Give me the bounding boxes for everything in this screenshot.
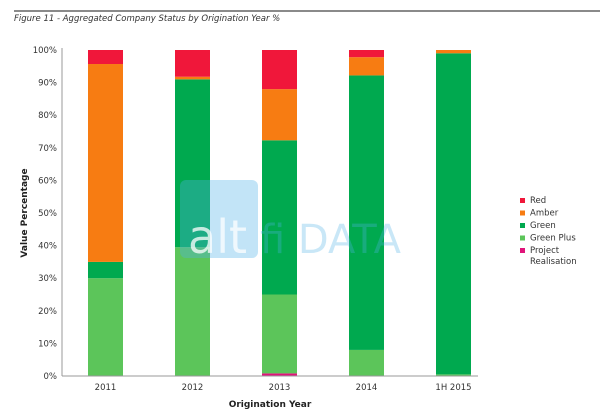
- bar-segment-project-realisation: [262, 373, 297, 376]
- bar-segment-red: [175, 50, 210, 77]
- x-tick-label: 2014: [356, 383, 378, 393]
- x-tick-label: 2012: [182, 383, 204, 393]
- legend-swatch: [520, 210, 525, 216]
- bar-segment-green-plus: [175, 247, 210, 376]
- y-tick-label: 70%: [38, 144, 57, 154]
- bar-segment-green: [262, 140, 297, 295]
- y-tick-label: 100%: [33, 46, 57, 56]
- x-tick-label: 1H 2015: [435, 383, 471, 393]
- y-tick-label: 0%: [44, 372, 58, 382]
- legend-label: Green Plus: [530, 234, 576, 244]
- legend-label: Green: [530, 221, 556, 231]
- bar-segment-amber: [88, 64, 123, 262]
- bar-segment-green-plus: [88, 278, 123, 376]
- bar-segment-green: [88, 261, 123, 279]
- bar-segment-green-plus: [349, 349, 384, 376]
- y-tick-label: 60%: [38, 176, 57, 186]
- bar-segment-green: [349, 75, 384, 350]
- y-axis-title: Value Percentage: [20, 168, 30, 257]
- y-tick-label: 90%: [38, 79, 57, 89]
- y-tick-label: 40%: [38, 242, 57, 252]
- legend-label: Project: [530, 246, 560, 256]
- x-tick-label: 2013: [269, 383, 291, 393]
- bar-segment-red: [349, 50, 384, 58]
- bar-segment-amber: [349, 57, 384, 76]
- x-tick-label: 2011: [95, 383, 117, 393]
- y-tick-label: 50%: [38, 209, 57, 219]
- top-divider: [14, 10, 600, 12]
- y-tick-label: 20%: [38, 307, 57, 317]
- bar-segment-red: [88, 50, 123, 65]
- bar-segment-green-plus: [436, 374, 471, 376]
- legend-swatch: [520, 235, 525, 241]
- figure-title: Figure 11 - Aggregated Company Status by…: [14, 14, 281, 24]
- y-tick-label: 80%: [38, 111, 57, 121]
- watermark-logo-box: [180, 180, 258, 258]
- bar-segment-red: [262, 50, 297, 90]
- legend-label: Red: [530, 196, 546, 206]
- legend-label: Amber: [530, 209, 559, 219]
- bar-segment-amber: [436, 50, 471, 54]
- x-axis-title: Origination Year: [229, 400, 312, 410]
- bar-segment-amber: [262, 89, 297, 141]
- bar-segment-green: [175, 79, 210, 248]
- legend-swatch: [520, 248, 525, 253]
- y-tick-label: 10%: [38, 339, 57, 349]
- y-tick-label: 30%: [38, 274, 57, 284]
- bar-segment-green-plus: [262, 294, 297, 374]
- legend-label: Realisation: [530, 257, 577, 267]
- bar-segment-green: [436, 53, 471, 375]
- legend-swatch: [520, 223, 525, 228]
- legend-swatch: [520, 198, 525, 203]
- watermark-logo: fi DATA: [260, 217, 402, 263]
- bar-segment-amber: [175, 76, 210, 80]
- watermark-logo: alt: [188, 210, 247, 264]
